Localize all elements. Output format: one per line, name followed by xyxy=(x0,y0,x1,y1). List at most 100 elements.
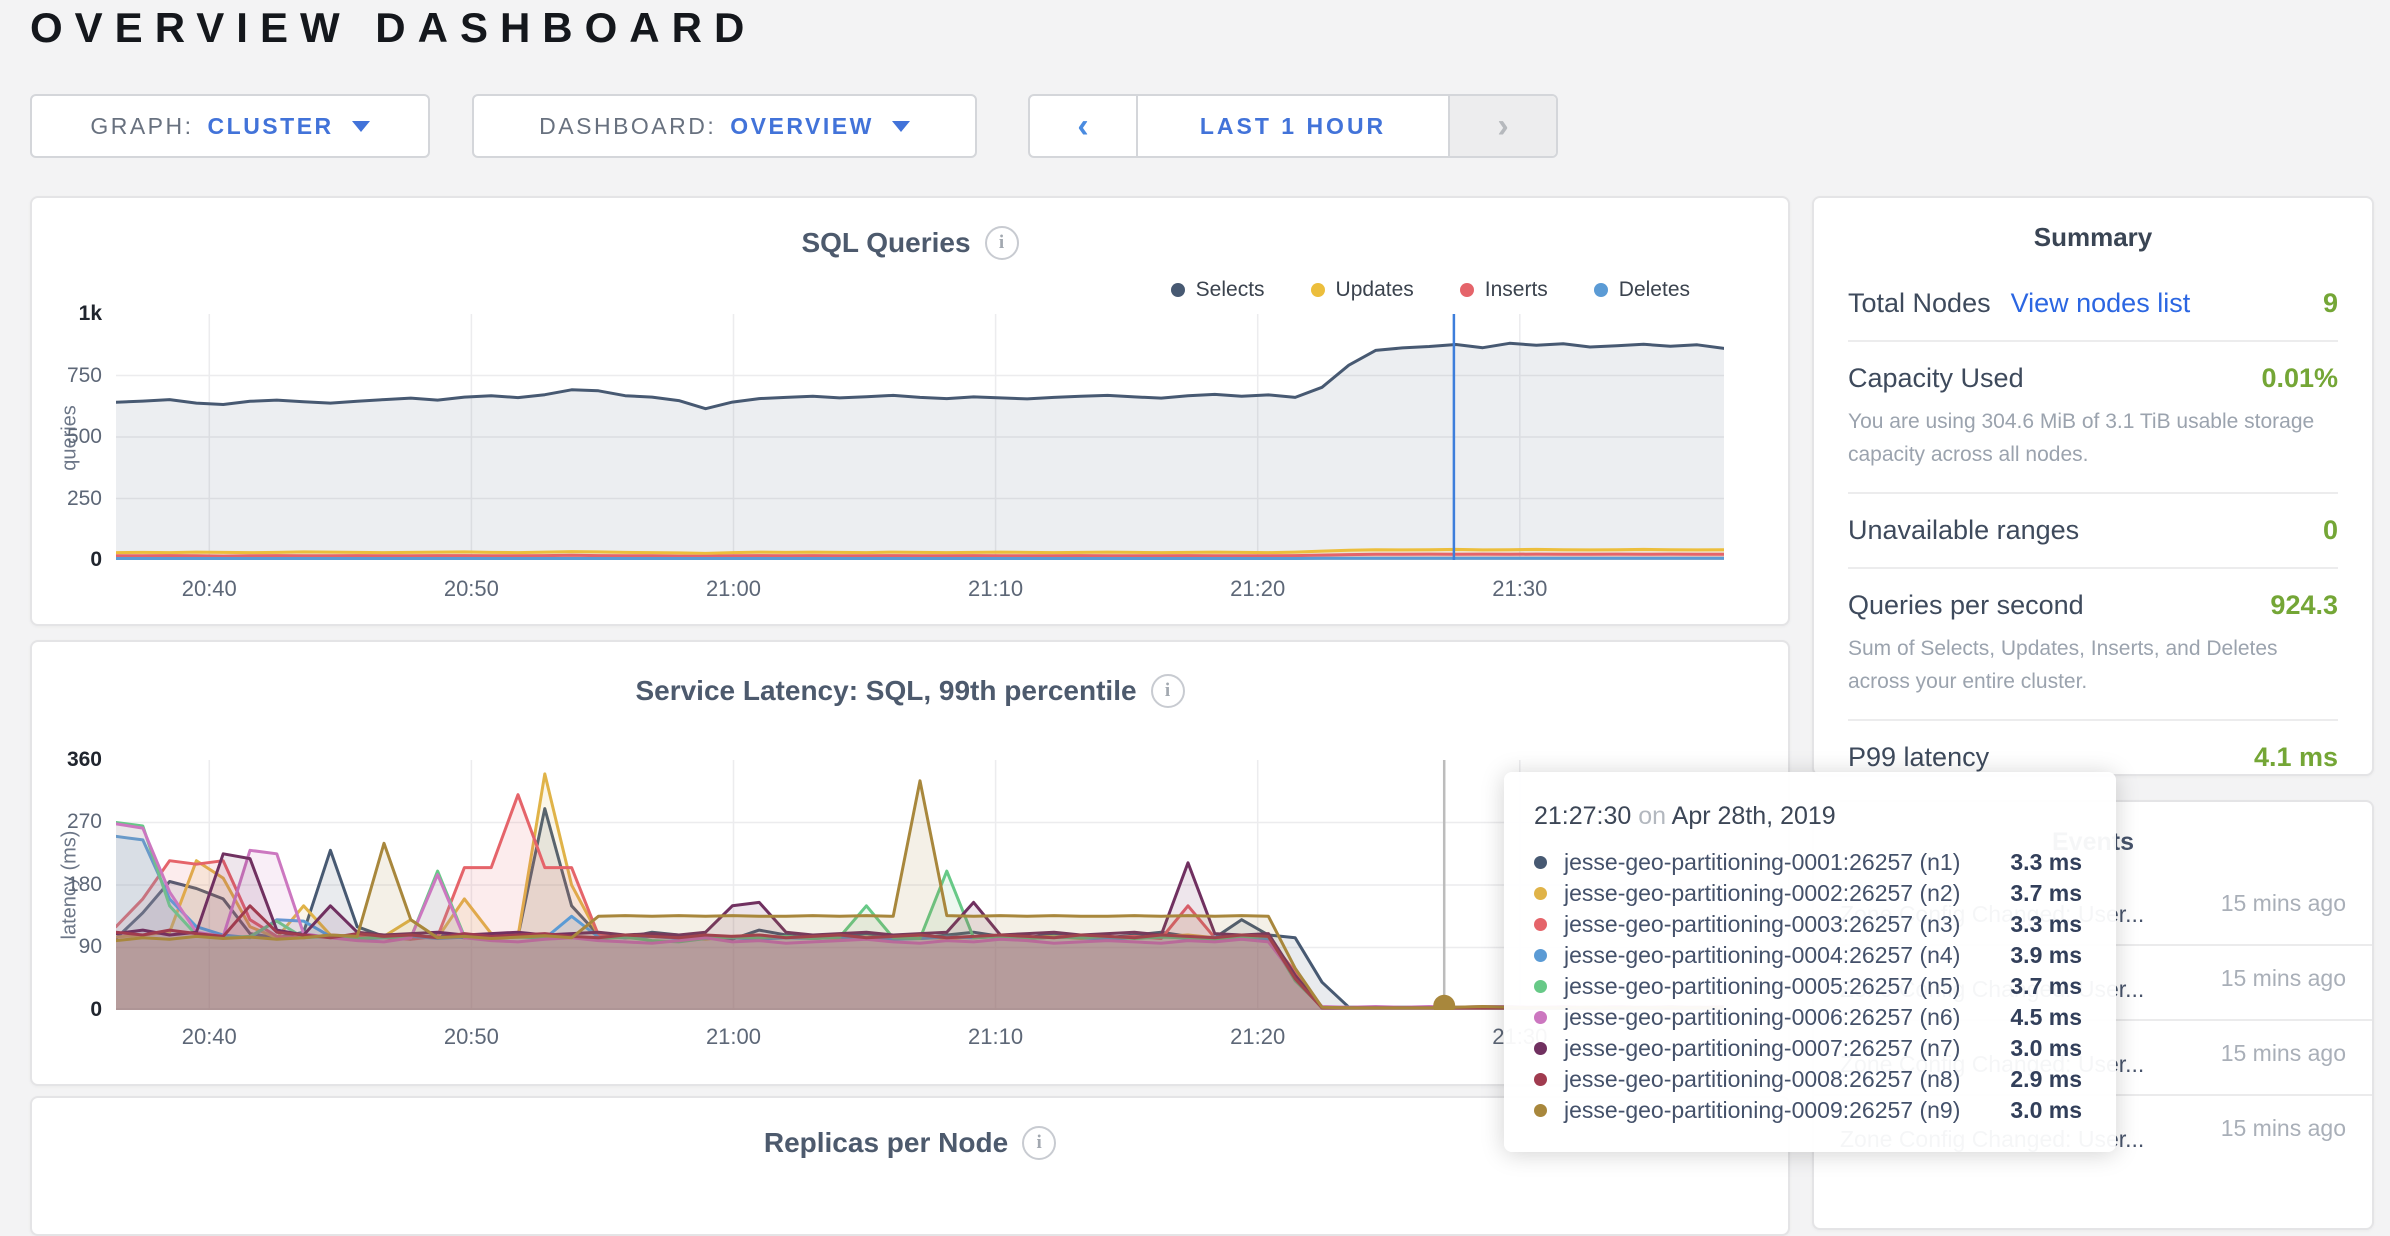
tooltip-node-name: jesse-geo-partitioning-0005:26257 (n5) xyxy=(1564,973,1961,999)
event-time: 15 mins ago xyxy=(2220,1040,2346,1066)
dashboard-dropdown-label: DASHBOARD: xyxy=(539,112,717,139)
tooltip-row: jesse-geo-partitioning-0008:26257 (n8) 2… xyxy=(1534,1064,2082,1095)
tooltip-row: jesse-geo-partitioning-0009:26257 (n9) 3… xyxy=(1534,1095,2082,1126)
tooltip-node-name: jesse-geo-partitioning-0006:26257 (n6) xyxy=(1564,1004,1961,1030)
sql-queries-card: SQL Queries i Selects Updates Inserts De… xyxy=(30,196,1790,626)
tooltip-node-value: 3.9 ms xyxy=(2010,942,2082,968)
event-row[interactable]: Zone Config Changed: User... 15 mins ago xyxy=(1814,871,2372,944)
tooltip-node-value: 3.7 ms xyxy=(2010,973,2082,999)
sql-queries-title: SQL Queries i xyxy=(32,226,1788,260)
node-dot-icon xyxy=(1534,949,1547,962)
x-tick: 21:10 xyxy=(968,1024,1024,1049)
x-tick: 21:30 xyxy=(1492,576,1548,601)
unavailable-ranges-label: Unavailable ranges xyxy=(1848,515,2080,546)
selects-dot-icon xyxy=(1170,283,1185,297)
sql-queries-title-text: SQL Queries xyxy=(801,227,971,258)
p99-latency-value: 4.1 ms xyxy=(2253,742,2338,773)
graph-dropdown-label: GRAPH: xyxy=(90,112,194,139)
time-range-label: LAST 1 HOUR xyxy=(1199,112,1387,139)
tooltip-node-name: jesse-geo-partitioning-0001:26257 (n1) xyxy=(1564,849,1961,875)
time-next-button[interactable]: › xyxy=(1450,96,1556,156)
chart-hover-tooltip: 21:27:30 on Apr 28th, 2019 jesse-geo-par… xyxy=(1504,772,2116,1152)
capacity-used-subtext: You are using 304.6 MiB of 3.1 TiB usabl… xyxy=(1848,410,2315,466)
service-latency-title-text: Service Latency: SQL, 99th percentile xyxy=(635,675,1137,706)
info-icon[interactable]: i xyxy=(1022,1126,1057,1160)
summary-title: Summary xyxy=(2033,222,2153,252)
tooltip-timestamp: 21:27:30 on Apr 28th, 2019 xyxy=(1534,802,2082,831)
total-nodes-value: 9 xyxy=(2322,288,2338,318)
legend-item-selects[interactable]: Selects xyxy=(1170,278,1265,302)
node-dot-icon xyxy=(1534,1104,1547,1117)
sql-queries-plot[interactable] xyxy=(114,314,1726,565)
x-tick: 20:40 xyxy=(181,576,237,601)
summary-row-qps: Queries per second 924.3 Sum of Selects,… xyxy=(1848,569,2338,722)
replicas-per-node-title: Replicas per Node i xyxy=(32,1126,1788,1160)
p99-latency-label: P99 latency xyxy=(1848,742,1990,773)
summary-card: Summary Total Nodes View nodes list 9 Ca… xyxy=(1812,196,2374,776)
sql-legend: Selects Updates Inserts Deletes xyxy=(1170,278,1690,302)
legend-item-deletes[interactable]: Deletes xyxy=(1593,278,1690,302)
dashboard-dropdown[interactable]: DASHBOARD: OVERVIEW xyxy=(472,94,977,158)
y-tick: 270 xyxy=(66,810,102,833)
node-dot-icon xyxy=(1534,1011,1547,1024)
tooltip-node-value: 4.5 ms xyxy=(2010,1004,2082,1030)
tooltip-time: 21:27:30 xyxy=(1534,802,1632,830)
replicas-per-node-title-text: Replicas per Node xyxy=(763,1127,1009,1158)
unavailable-ranges-value: 0 xyxy=(2322,515,2338,546)
service-latency-card: Service Latency: SQL, 99th percentile i … xyxy=(30,640,1790,1086)
time-prev-button[interactable]: ‹ xyxy=(1030,96,1136,156)
sql-x-ticks: 20:40 20:50 21:00 21:10 21:20 21:30 xyxy=(116,576,1724,606)
node-dot-icon xyxy=(1534,856,1547,869)
info-icon[interactable]: i xyxy=(984,226,1019,260)
summary-row-total-nodes: Total Nodes View nodes list 9 xyxy=(1848,267,2338,342)
summary-row-capacity: Capacity Used 0.01% You are using 304.6 … xyxy=(1848,342,2338,495)
y-tick: 750 xyxy=(66,364,102,387)
tooltip-row: jesse-geo-partitioning-0004:26257 (n4) 3… xyxy=(1534,940,2082,971)
event-time: 15 mins ago xyxy=(2220,890,2346,916)
tooltip-node-value: 3.3 ms xyxy=(2010,849,2082,875)
x-tick: 20:40 xyxy=(181,1024,237,1049)
event-time: 15 mins ago xyxy=(2220,965,2346,991)
legend-label: Inserts xyxy=(1484,278,1548,301)
legend-label: Selects xyxy=(1195,278,1265,301)
y-tick: 0 xyxy=(90,548,102,571)
tooltip-row: jesse-geo-partitioning-0006:26257 (n6) 4… xyxy=(1534,1002,2082,1033)
event-time: 15 mins ago xyxy=(2220,1115,2346,1141)
service-latency-plot[interactable] xyxy=(114,760,1726,1017)
deletes-dot-icon xyxy=(1593,283,1608,297)
tooltip-row: jesse-geo-partitioning-0001:26257 (n1) 3… xyxy=(1534,847,2082,878)
x-tick: 21:00 xyxy=(705,576,761,601)
y-tick: 90 xyxy=(78,935,102,958)
service-latency-title: Service Latency: SQL, 99th percentile i xyxy=(32,674,1788,708)
y-tick: 250 xyxy=(66,487,102,510)
graph-dropdown[interactable]: GRAPH: CLUSTER xyxy=(30,94,430,158)
info-icon[interactable]: i xyxy=(1150,674,1185,708)
legend-item-updates[interactable]: Updates xyxy=(1310,278,1414,302)
tooltip-node-value: 2.9 ms xyxy=(2010,1066,2082,1092)
capacity-used-label: Capacity Used xyxy=(1848,363,2024,393)
tooltip-node-name: jesse-geo-partitioning-0002:26257 (n2) xyxy=(1564,880,1961,906)
qps-value: 924.3 xyxy=(2270,590,2338,621)
total-nodes-label: Total Nodes xyxy=(1848,288,1991,318)
tooltip-row: jesse-geo-partitioning-0002:26257 (n2) 3… xyxy=(1534,878,2082,909)
time-range-button[interactable]: LAST 1 HOUR xyxy=(1136,96,1450,156)
tooltip-node-value: 3.3 ms xyxy=(2010,911,2082,937)
tooltip-on: on xyxy=(1638,802,1667,830)
view-nodes-list-link[interactable]: View nodes list xyxy=(2010,288,2191,318)
sql-queries-chart[interactable] xyxy=(114,314,1726,560)
tooltip-date: Apr 28th, 2019 xyxy=(1671,802,1836,830)
summary-row-p99: P99 latency 4.1 ms xyxy=(1848,721,2338,794)
latency-x-ticks: 20:40 20:50 21:00 21:10 21:20 21:30 xyxy=(116,1024,1724,1054)
tooltip-row: jesse-geo-partitioning-0003:26257 (n3) 3… xyxy=(1534,909,2082,940)
chevron-down-icon xyxy=(891,120,910,132)
legend-item-inserts[interactable]: Inserts xyxy=(1459,278,1548,302)
node-dot-icon xyxy=(1534,1042,1547,1055)
tooltip-node-name: jesse-geo-partitioning-0007:26257 (n7) xyxy=(1564,1035,1961,1061)
capacity-used-value: 0.01% xyxy=(2261,363,2338,393)
x-tick: 21:10 xyxy=(968,576,1024,601)
updates-dot-icon xyxy=(1310,283,1325,297)
service-latency-chart[interactable] xyxy=(114,760,1726,1017)
tooltip-node-value: 3.0 ms xyxy=(2010,1097,2082,1123)
qps-label: Queries per second xyxy=(1848,590,2084,621)
x-tick: 21:00 xyxy=(705,1024,761,1049)
